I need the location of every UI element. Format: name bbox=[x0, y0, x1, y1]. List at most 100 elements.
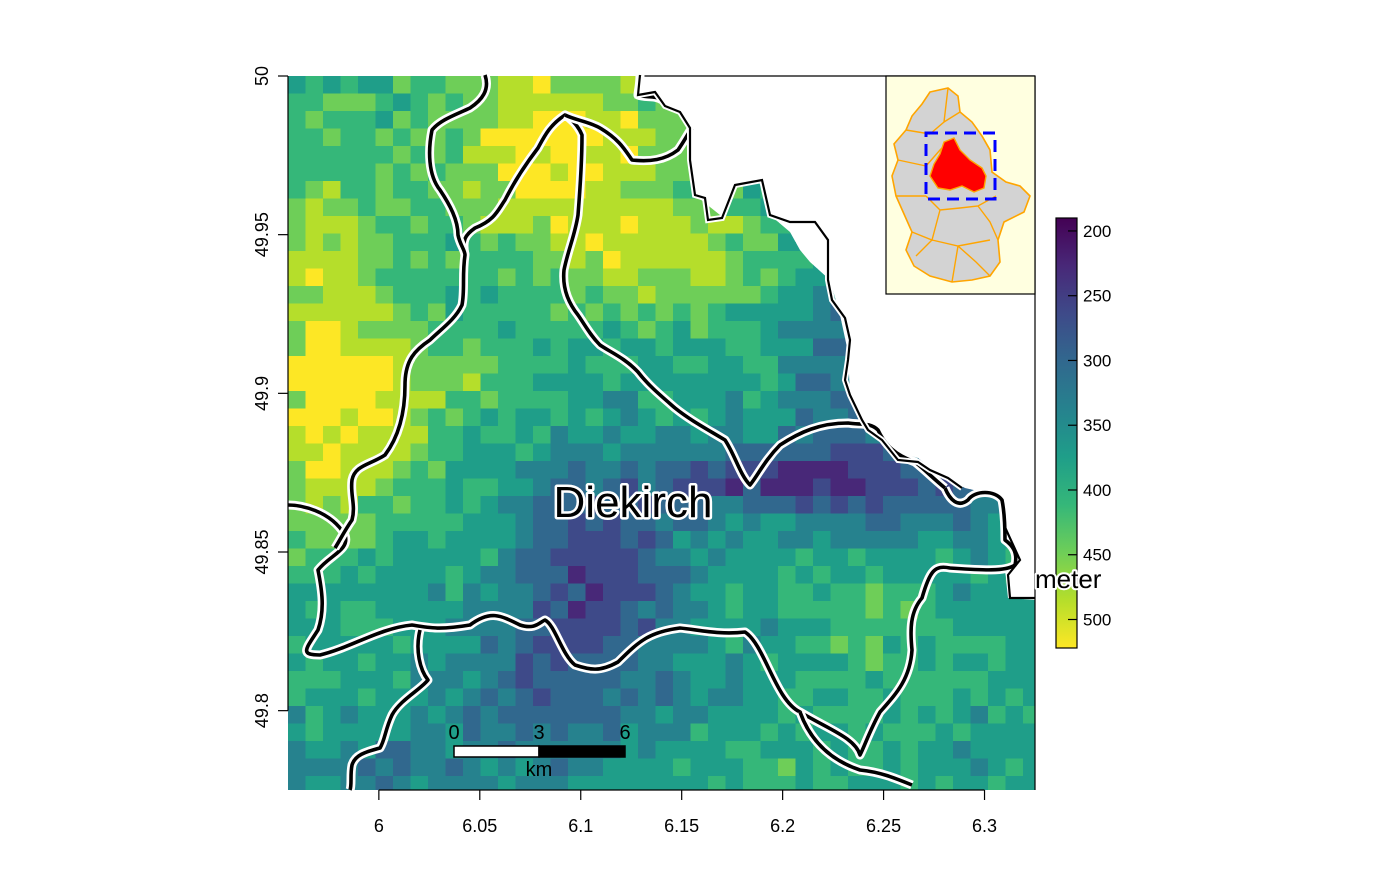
raster-cell bbox=[393, 741, 412, 760]
raster-cell bbox=[655, 303, 674, 322]
raster-cell bbox=[358, 706, 377, 725]
raster-cell bbox=[498, 76, 517, 95]
raster-cell bbox=[375, 268, 394, 287]
raster-cell bbox=[288, 111, 307, 130]
raster-cell bbox=[323, 93, 342, 112]
raster-cell bbox=[743, 198, 762, 217]
raster-cell bbox=[830, 636, 849, 655]
raster-cell bbox=[760, 408, 779, 427]
raster-cell bbox=[480, 356, 499, 375]
raster-cell bbox=[568, 93, 587, 112]
raster-cell bbox=[743, 688, 762, 707]
raster-cell bbox=[550, 321, 569, 340]
raster-cell bbox=[323, 286, 342, 305]
raster-cell bbox=[725, 356, 744, 375]
raster-cell bbox=[323, 601, 342, 620]
raster-cell bbox=[515, 443, 534, 462]
raster-cell bbox=[708, 111, 727, 130]
raster-cell bbox=[778, 548, 797, 567]
raster-cell bbox=[760, 251, 779, 270]
raster-cell bbox=[935, 548, 954, 567]
raster-cell bbox=[498, 303, 517, 322]
raster-cell bbox=[760, 373, 779, 392]
raster-cell bbox=[638, 671, 657, 690]
raster-cell bbox=[480, 128, 499, 147]
raster-cell bbox=[743, 443, 762, 462]
raster-cell bbox=[1023, 443, 1035, 462]
raster-cell bbox=[778, 268, 797, 287]
raster-cell bbox=[620, 408, 639, 427]
raster-cell bbox=[480, 636, 499, 655]
raster-cell bbox=[760, 286, 779, 305]
raster-cell bbox=[585, 373, 604, 392]
raster-cell bbox=[568, 618, 587, 637]
raster-cell bbox=[673, 426, 692, 445]
raster-cell bbox=[935, 513, 954, 532]
raster-cell bbox=[445, 251, 464, 270]
raster-cell bbox=[760, 93, 779, 112]
raster-cell bbox=[830, 443, 849, 462]
raster-cell bbox=[900, 303, 919, 322]
raster-cell bbox=[778, 636, 797, 655]
raster-cell bbox=[1023, 531, 1035, 550]
raster-cell bbox=[848, 496, 867, 515]
raster-cell bbox=[480, 391, 499, 410]
raster-cell bbox=[918, 531, 937, 550]
raster-cell bbox=[918, 373, 937, 392]
raster-cell bbox=[795, 688, 814, 707]
raster-cell bbox=[848, 566, 867, 585]
raster-cell bbox=[918, 443, 937, 462]
raster-cell bbox=[690, 496, 709, 515]
raster-cell bbox=[603, 601, 622, 620]
raster-cell bbox=[988, 653, 1007, 672]
raster-cell bbox=[865, 373, 884, 392]
raster-cell bbox=[463, 706, 482, 725]
raster-cell bbox=[410, 776, 429, 790]
raster-cell bbox=[323, 723, 342, 742]
raster-cell bbox=[813, 601, 832, 620]
raster-cell bbox=[585, 671, 604, 690]
raster-cell bbox=[865, 216, 884, 235]
raster-cell bbox=[638, 216, 657, 235]
raster-cell bbox=[533, 443, 552, 462]
raster-cell bbox=[830, 513, 849, 532]
raster-cell bbox=[988, 723, 1007, 742]
raster-cell bbox=[900, 426, 919, 445]
raster-cell bbox=[393, 286, 412, 305]
raster-cell bbox=[988, 443, 1007, 462]
raster-cell bbox=[410, 268, 429, 287]
raster-cell bbox=[620, 268, 639, 287]
raster-cell bbox=[795, 251, 814, 270]
raster-cell bbox=[673, 321, 692, 340]
raster-cell bbox=[358, 566, 377, 585]
raster-cell bbox=[533, 286, 552, 305]
raster-cell bbox=[795, 76, 814, 95]
raster-cell bbox=[795, 513, 814, 532]
raster-cell bbox=[778, 286, 797, 305]
raster-cell bbox=[865, 268, 884, 287]
raster-cell bbox=[638, 111, 657, 130]
raster-cell bbox=[743, 76, 762, 95]
raster-cell bbox=[340, 408, 359, 427]
raster-cell bbox=[480, 583, 499, 602]
raster-cell bbox=[498, 671, 517, 690]
raster-cell bbox=[953, 776, 972, 790]
raster-cell bbox=[463, 653, 482, 672]
raster-cell bbox=[760, 426, 779, 445]
raster-cell bbox=[550, 531, 569, 550]
raster-cell bbox=[428, 636, 447, 655]
raster-cell bbox=[393, 548, 412, 567]
raster-cell bbox=[988, 321, 1007, 340]
raster-cell bbox=[515, 373, 534, 392]
raster-cell bbox=[463, 461, 482, 480]
raster-cell bbox=[480, 303, 499, 322]
raster-cell bbox=[533, 496, 552, 515]
raster-cell bbox=[830, 496, 849, 515]
raster-cell bbox=[900, 758, 919, 777]
raster-cell bbox=[830, 776, 849, 790]
inset-map bbox=[885, 75, 1036, 295]
raster-cell bbox=[725, 373, 744, 392]
raster-cell bbox=[743, 531, 762, 550]
raster-cell bbox=[655, 671, 674, 690]
raster-cell bbox=[515, 478, 534, 497]
